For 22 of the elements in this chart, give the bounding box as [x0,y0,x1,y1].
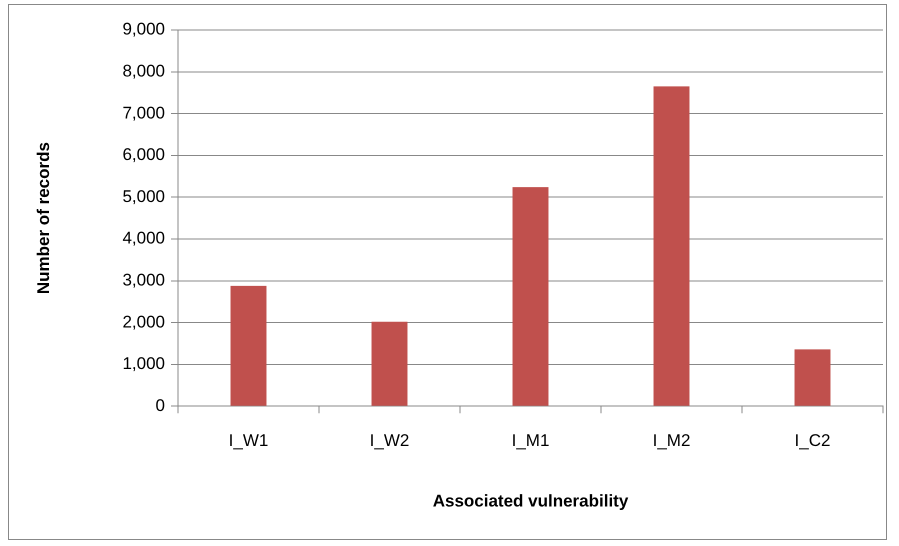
y-tick-label: 9,000 [122,20,165,39]
y-tick-label: 8,000 [122,61,165,80]
y-tick-label: 3,000 [122,270,165,290]
bar [372,322,408,406]
y-tick-label: 4,000 [122,228,165,248]
bar [512,187,548,406]
x-axis-title: Associated vulnerability [432,491,629,510]
x-tick-label: I_M1 [512,431,550,450]
y-tick-label: 7,000 [122,103,165,122]
y-tick-label: 2,000 [122,312,165,332]
x-tick-label: I_M2 [652,431,690,450]
bar [230,286,266,406]
bar [794,349,830,406]
x-tick-label: I_W2 [370,431,410,450]
y-tick-label: 6,000 [122,145,165,164]
y-axis-title: Number of records [34,142,53,294]
bar [654,86,690,406]
x-tick-label: I_W1 [228,431,268,450]
y-tick-label: 1,000 [122,354,165,374]
y-tick-label: 0 [156,396,165,415]
y-tick-label: 5,000 [122,186,165,206]
x-tick-label: I_C2 [794,431,830,450]
